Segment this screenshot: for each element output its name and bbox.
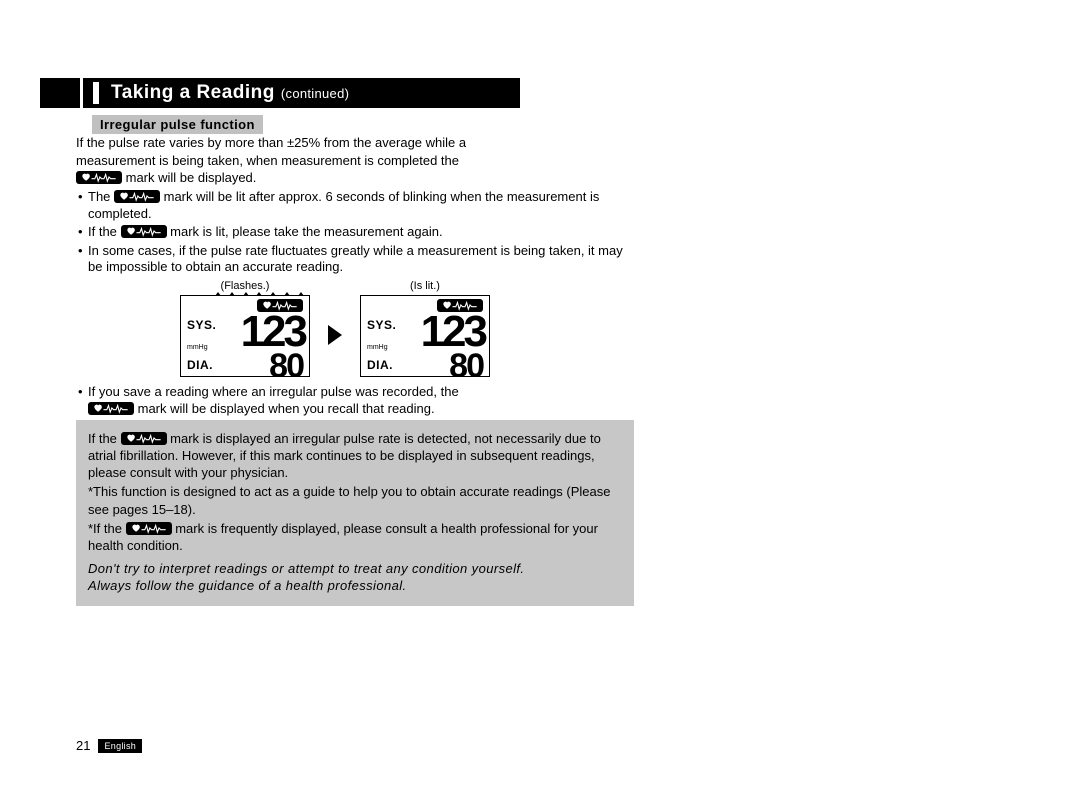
bullet-marker: • [76,189,88,222]
lcd-display-lit: SYS. mmHg DIA. 123 80 [360,295,490,377]
language-badge: English [98,739,142,753]
lcd-under-value: 80 [269,347,303,377]
lcd-dia-label: DIA. [187,358,213,372]
bullet-1: • The mark will be lit after approx. 6 s… [76,189,636,222]
intro-line-2: measurement is being taken, when measure… [76,153,636,170]
lcd-lit-block: (Is lit.) SYS. mmHg DIA. 123 80 [360,280,490,377]
section-continued: (continued) [281,86,349,101]
info-callout-box: If the mark is displayed an irregular pu… [76,420,634,606]
subsection-heading: Irregular pulse function [92,115,263,134]
lcd-flashes-block: (Flashes.) SYS. mmHg DIA. 123 80 [180,280,310,377]
intro-line-3: mark will be displayed. [76,170,636,187]
bullet-3: • In some cases, if the pulse rate fluct… [76,243,636,276]
title-tick [93,82,99,104]
body-text: If the pulse rate varies by more than ±2… [76,135,636,276]
lcd-dia-label: DIA. [367,358,393,372]
infobox-warning-1: Don't try to interpret readings or attem… [88,560,622,577]
bullet-3-text: In some cases, if the pulse rate fluctua… [88,243,636,276]
irregular-pulse-icon [88,402,134,415]
bullet-marker: • [76,243,88,276]
irregular-pulse-icon [121,432,167,445]
after-lcd-text: • If you save a reading where an irregul… [76,382,636,417]
section-title: Taking a Reading [111,82,275,104]
bullet-2: • If the mark is lit, please take the me… [76,224,636,241]
infobox-line-1: If the mark is displayed an irregular pu… [88,430,622,481]
transition-arrow-icon [328,325,342,345]
manual-page: Taking a Reading (continued) Irregular p… [0,0,1080,789]
infobox-warning-2: Always follow the guidance of a health p… [88,577,622,594]
bullet-marker: • [76,224,88,241]
lcd-mmhg-label: mmHg [187,344,208,351]
title-main: Taking a Reading (continued) [83,78,520,108]
lcd-sys-label: SYS. [367,318,396,332]
irregular-pulse-icon [121,225,167,238]
lcd-illustration-row: (Flashes.) SYS. mmHg DIA. 123 80 (Is lit… [180,280,490,377]
lcd-mmhg-label: mmHg [367,344,388,351]
infobox-line-2: *This function is designed to act as a g… [88,483,622,517]
infobox-line-3: *If the mark is frequently displayed, pl… [88,520,622,554]
irregular-pulse-icon [126,522,172,535]
irregular-pulse-icon [114,190,160,203]
title-stub [40,78,83,108]
irregular-pulse-icon [76,171,122,184]
page-number: 21 [76,738,90,753]
section-title-bar: Taking a Reading (continued) [40,78,520,108]
lcd-display-flashing: SYS. mmHg DIA. 123 80 [180,295,310,377]
bullet-4: • If you save a reading where an irregul… [76,384,636,417]
lcd-under-value: 80 [449,347,483,377]
islit-caption: (Is lit.) [360,280,490,292]
flashes-caption: (Flashes.) [180,280,310,292]
page-footer: 21 English [76,738,142,753]
lcd-sys-label: SYS. [187,318,216,332]
bullet-marker: • [76,384,88,417]
intro-line-1: If the pulse rate varies by more than ±2… [76,135,636,152]
